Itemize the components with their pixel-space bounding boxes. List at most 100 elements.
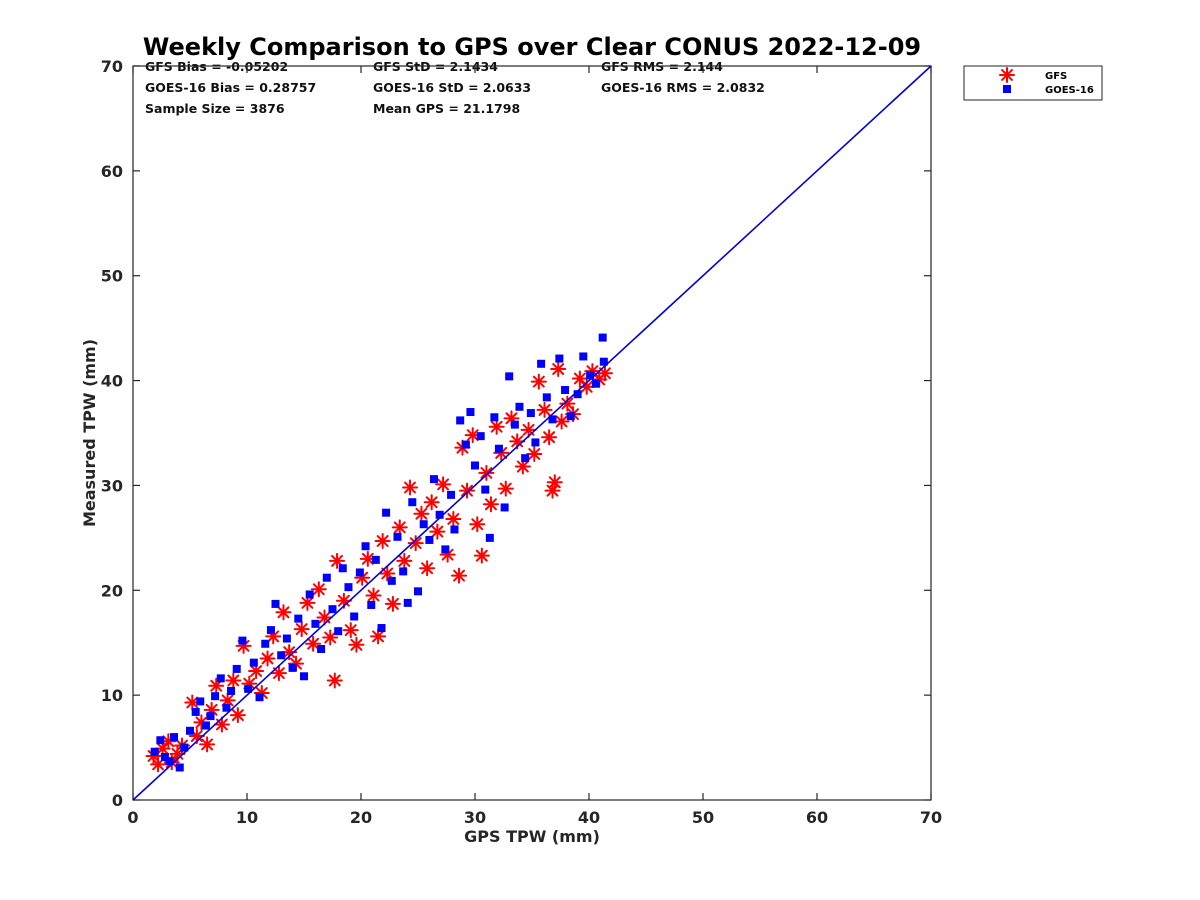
plot-area-frame	[132, 65, 932, 801]
goes16-point	[500, 503, 509, 512]
goes16-point	[244, 684, 253, 693]
y-axis-label: Measured TPW (mm)	[80, 339, 99, 527]
goes16-point	[490, 413, 499, 422]
gfs-point	[520, 421, 537, 438]
goes16-point	[591, 379, 600, 388]
goes16-point	[350, 612, 359, 621]
goes16-point	[382, 508, 391, 517]
goes16-point	[485, 533, 494, 542]
y-tick-label: 30	[101, 476, 123, 495]
gfs-point	[413, 505, 430, 522]
gfs-point	[497, 480, 514, 497]
goes16-point	[441, 545, 450, 554]
goes16-point	[334, 627, 343, 636]
goes16-point	[227, 686, 236, 695]
stat-text: Mean GPS = 21.1798	[373, 101, 520, 116]
goes16-point	[311, 619, 320, 628]
goes16-point	[531, 438, 540, 447]
one-to-one-line	[132, 65, 932, 801]
goes16-point	[175, 763, 184, 772]
gfs-point	[488, 418, 505, 435]
gfs-point	[384, 595, 401, 612]
goes16-point	[261, 639, 270, 648]
goes16-point	[338, 564, 347, 573]
chart-title: Weekly Comparison to GPS over Clear CONU…	[143, 33, 921, 61]
gfs-point	[435, 476, 452, 493]
goes16-point	[494, 444, 503, 453]
goes16-point	[238, 636, 247, 645]
x-tick-label: 50	[692, 808, 714, 827]
gfs-point	[208, 677, 225, 694]
gfs-point	[546, 474, 563, 491]
y-tick-label: 60	[101, 162, 123, 181]
gfs-point	[253, 685, 270, 702]
goes16-point	[196, 697, 205, 706]
y-tick-label: 50	[101, 267, 123, 286]
gfs-point	[310, 581, 327, 598]
goes16-point	[317, 645, 326, 654]
gfs-point	[526, 445, 543, 462]
goes16-point	[419, 520, 428, 529]
x-tick-label: 40	[578, 808, 600, 827]
gfs-point	[544, 482, 561, 499]
x-axis-label: GPS TPW (mm)	[464, 827, 600, 846]
stat-text: GOES-16 StD = 2.0633	[373, 80, 531, 95]
gfs-point	[553, 413, 570, 430]
goes16-point	[266, 626, 275, 635]
stat-text: Sample Size = 3876	[145, 101, 285, 116]
gfs-point	[293, 621, 310, 638]
goes16-point	[399, 567, 408, 576]
goes16-point	[377, 624, 386, 633]
axis-ticks: 0 10 20 30 40 50 60 70 0 10 20 30 40 50 60 70	[101, 57, 942, 827]
gfs-point	[322, 629, 339, 646]
goes16-point	[371, 555, 380, 564]
goes16-point	[403, 598, 412, 607]
gfs-point	[445, 510, 462, 527]
goes16-point	[361, 542, 370, 551]
goes16-point	[271, 599, 280, 608]
gfs-point	[459, 482, 476, 499]
goes16-point	[466, 408, 475, 417]
gfs-point	[229, 707, 246, 724]
x-tick-label: 30	[464, 808, 486, 827]
goes16-point	[476, 432, 485, 441]
goes16-point	[191, 707, 200, 716]
goes16-point	[408, 498, 417, 507]
goes16-point	[505, 372, 514, 381]
gfs-point	[213, 716, 230, 733]
y-tick-label: 10	[101, 686, 123, 705]
goes16-point	[328, 605, 337, 614]
gfs-point	[326, 672, 343, 689]
goes16-point	[160, 753, 169, 762]
gfs-point	[270, 665, 287, 682]
one-to-one-line-layer	[132, 65, 932, 801]
goes16-point	[510, 420, 519, 429]
gfs-point	[482, 496, 499, 513]
goes16-point	[542, 393, 551, 402]
goes16-point	[414, 587, 422, 596]
gfs-point	[559, 395, 576, 412]
gfs-point	[407, 535, 424, 552]
stat-text: GOES-16 Bias = 0.28757	[145, 80, 316, 95]
series-goes16-points	[150, 333, 608, 772]
goes16-point	[573, 390, 582, 399]
legend-gfs-label: GFS	[1045, 71, 1067, 82]
legend-goes16-marker	[1003, 85, 1011, 93]
goes16-point	[255, 693, 264, 702]
y-tick-label: 0	[112, 791, 123, 810]
goes16-point	[598, 333, 607, 342]
gfs-point	[423, 494, 440, 511]
gfs-point	[396, 552, 413, 569]
goes16-point	[456, 416, 465, 425]
legend-gfs-asterisk	[999, 67, 1015, 83]
goes16-point	[322, 573, 331, 582]
x-tick-label: 70	[920, 808, 942, 827]
goes16-point	[206, 712, 215, 721]
goes16-point	[521, 454, 530, 463]
gfs-point	[536, 401, 553, 418]
goes16-point	[180, 743, 189, 752]
gfs-point	[259, 650, 276, 667]
goes16-point	[211, 692, 220, 701]
gfs-point	[150, 756, 167, 773]
gfs-point	[391, 519, 408, 536]
